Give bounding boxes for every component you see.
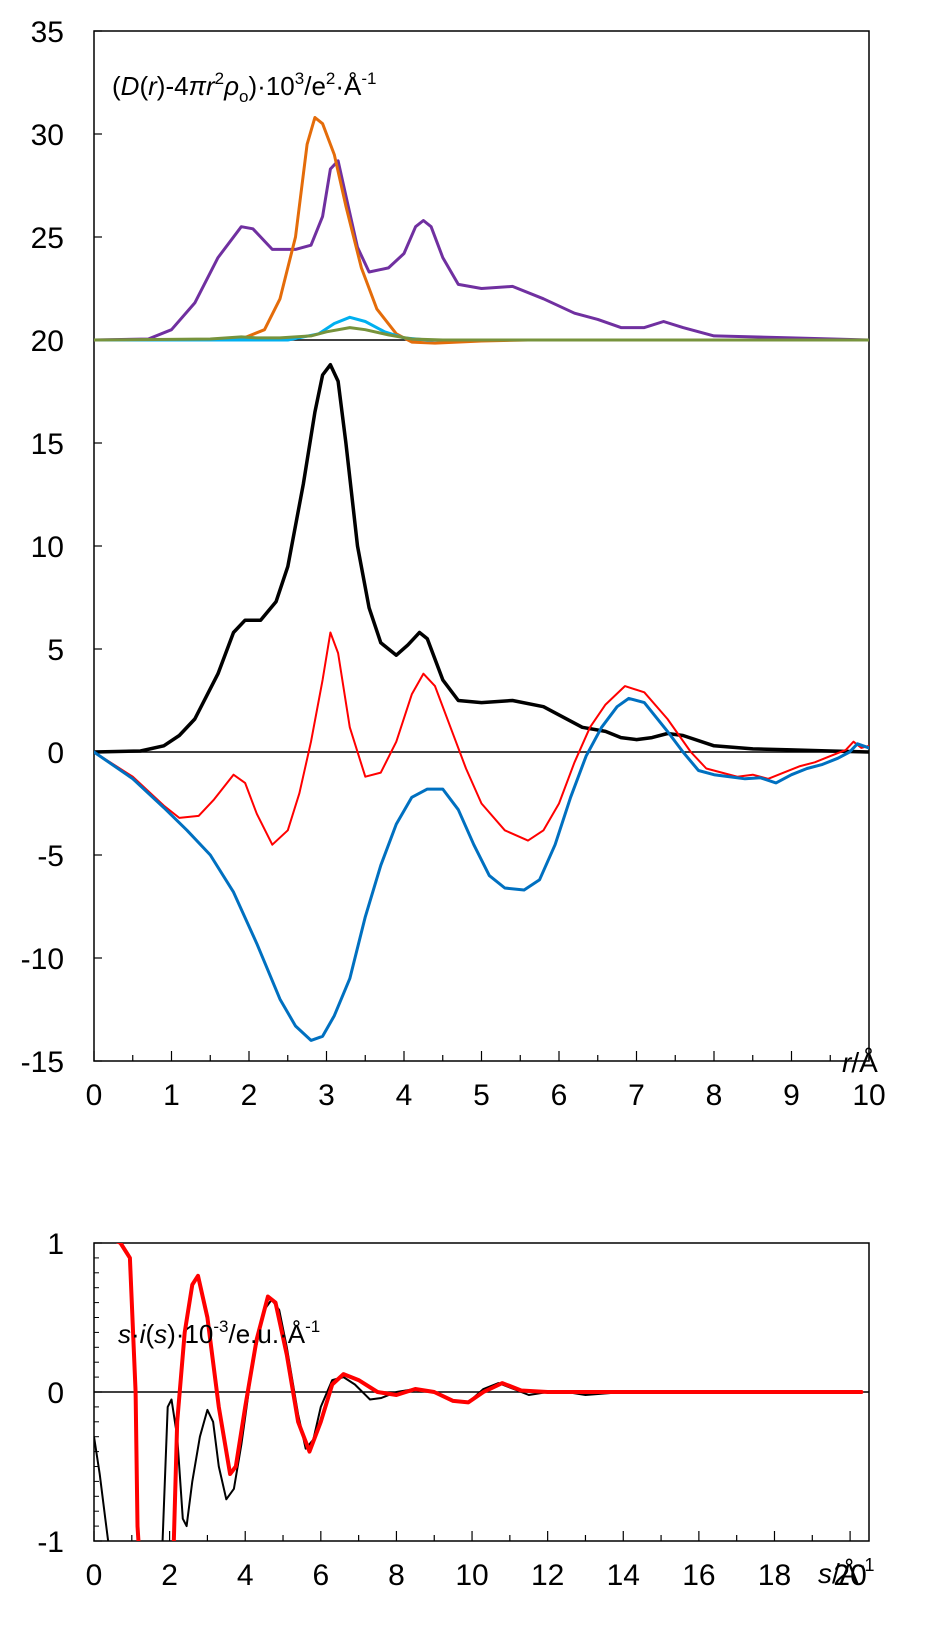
top-y-tick-label: 10 xyxy=(31,531,64,564)
top-panel xyxy=(93,30,870,1062)
top-tick-labels: 0 1 2 3 4 5 6 7 8 9 10 -15 -10 -5 0 5 10 15 20 25 30 35 xyxy=(21,16,886,1112)
top-y-tick-label: -10 xyxy=(21,943,64,976)
bot-x-tick-label: 18 xyxy=(758,1559,791,1592)
bot-x-tick-label: 14 xyxy=(607,1559,640,1592)
bot-y-tick-label: -1 xyxy=(37,1526,64,1559)
top-series-line xyxy=(94,116,869,345)
top-y-tick-label: 5 xyxy=(47,634,64,667)
bot-x-tick-label: 2 xyxy=(161,1559,178,1592)
top-y-tick-label: -5 xyxy=(37,840,64,873)
top-series-line xyxy=(94,631,869,846)
top-x-axis-title: r/Å xyxy=(842,1047,878,1078)
top-series-line xyxy=(94,696,869,1042)
bot-x-tick-label: 12 xyxy=(531,1559,564,1592)
top-series-group xyxy=(94,116,869,1042)
bot-x-tick-label: 0 xyxy=(86,1559,103,1592)
bot-y-tick-label: 1 xyxy=(47,1228,64,1261)
top-x-tick-label: 10 xyxy=(852,1079,885,1112)
top-y-tick-label: 30 xyxy=(31,119,64,152)
bot-x-tick-label: 20 xyxy=(833,1559,866,1592)
top-series-line xyxy=(94,326,869,342)
top-series-line xyxy=(94,362,869,754)
bot-x-tick-label: 16 xyxy=(682,1559,715,1592)
top-x-tick-label: 3 xyxy=(318,1079,335,1112)
top-x-tick-label: 8 xyxy=(706,1079,723,1112)
top-x-tick-label: 1 xyxy=(163,1079,180,1112)
bot-x-tick-label: 8 xyxy=(388,1559,405,1592)
bot-x-tick-label: 4 xyxy=(237,1559,254,1592)
top-y-tick-label: 0 xyxy=(47,737,64,770)
top-x-tick-label: 9 xyxy=(783,1079,800,1112)
bottom-tick-labels: 0 2 4 6 8 10 12 14 16 18 20 -1 0 1 xyxy=(37,1228,866,1592)
bot-series-clip xyxy=(94,1243,864,1541)
top-y-tick-label: 25 xyxy=(31,222,64,255)
bot-x-tick-label: 10 xyxy=(455,1559,488,1592)
top-series-clip xyxy=(94,116,869,1042)
bottom-series-group xyxy=(94,1243,864,1541)
top-x-tick-label: 6 xyxy=(551,1079,568,1112)
top-y-axis-title: (D(r)-4πr2ρo)·103/e2·Å-1 xyxy=(112,69,377,106)
bottom-y-axis-title: s·i(s)·10-3/e.u.·Å-1 xyxy=(118,1317,320,1349)
top-y-tick-label: 20 xyxy=(31,325,64,358)
top-x-tick-label: 4 xyxy=(396,1079,413,1112)
top-x-tick-label: 0 xyxy=(86,1079,103,1112)
top-x-tick-label: 2 xyxy=(241,1079,258,1112)
top-y-tick-label: 35 xyxy=(31,16,64,49)
bot-series-line xyxy=(115,1243,864,1541)
bot-x-tick-label: 6 xyxy=(312,1559,329,1592)
bottom-x-axis-title: s/Å-1 xyxy=(818,1555,874,1589)
top-y-tick-label: 15 xyxy=(31,428,64,461)
top-y-tick-label: -15 xyxy=(21,1046,64,1079)
top-series-line xyxy=(94,159,869,342)
top-x-tick-label: 7 xyxy=(628,1079,645,1112)
top-x-tick-label: 5 xyxy=(473,1079,490,1112)
top-plot-frame xyxy=(93,30,870,1062)
bot-y-tick-label: 0 xyxy=(47,1377,64,1410)
